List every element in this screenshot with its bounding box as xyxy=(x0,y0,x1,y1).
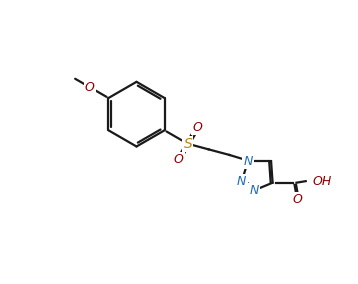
Text: OH: OH xyxy=(313,175,332,188)
Text: O: O xyxy=(292,193,302,206)
Text: S: S xyxy=(184,137,192,151)
Text: O: O xyxy=(174,153,184,166)
Text: O: O xyxy=(192,121,202,134)
Text: N: N xyxy=(237,175,247,188)
Text: N: N xyxy=(243,154,253,168)
Text: O: O xyxy=(85,81,95,94)
Text: N: N xyxy=(250,184,259,197)
